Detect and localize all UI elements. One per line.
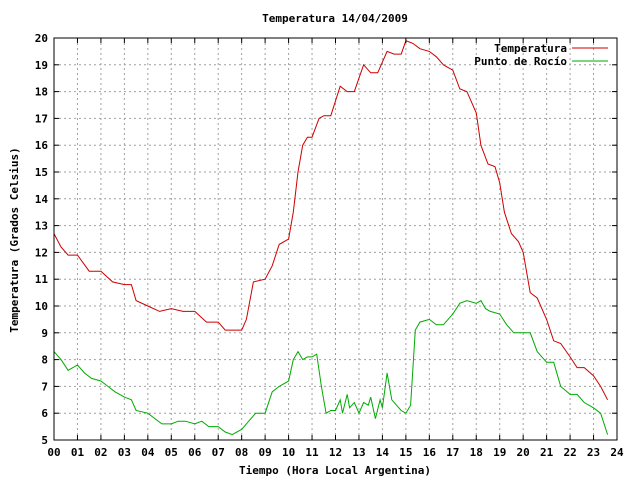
x-tick-label: 16 bbox=[423, 446, 437, 459]
chart-title: Temperatura 14/04/2009 bbox=[262, 12, 408, 25]
legend-label: Punto de Rocío bbox=[474, 55, 567, 68]
x-tick-label: 11 bbox=[305, 446, 319, 459]
series-lines bbox=[53, 40, 609, 436]
y-tick-label: 5 bbox=[41, 434, 48, 447]
y-tick-label: 6 bbox=[41, 407, 48, 420]
x-axis-label: Tiempo (Hora Local Argentina) bbox=[239, 464, 431, 477]
x-tick-label: 13 bbox=[352, 446, 365, 459]
x-tick-label: 02 bbox=[94, 446, 107, 459]
y-tick-label: 7 bbox=[41, 380, 48, 393]
y-tick-label: 13 bbox=[35, 220, 48, 233]
legend-label: Temperatura bbox=[494, 42, 567, 55]
x-tick-label: 04 bbox=[141, 446, 155, 459]
axes: 00 01 02 03 04 05 06 07 08 09 10 11 12 13 14 15 16 17 18 19… bbox=[35, 32, 624, 459]
y-tick-label: 19 bbox=[35, 59, 48, 72]
y-tick-label: 11 bbox=[35, 273, 49, 286]
plot-frame bbox=[53, 37, 618, 441]
x-tick-label: 20 bbox=[517, 446, 530, 459]
x-tick-label: 19 bbox=[493, 446, 506, 459]
x-tick-label: 06 bbox=[188, 446, 202, 459]
x-tick-label: 21 bbox=[540, 446, 554, 459]
x-tick-label: 15 bbox=[399, 446, 412, 459]
x-tick-label: 18 bbox=[470, 446, 483, 459]
y-tick-label: 20 bbox=[35, 32, 48, 45]
x-tick-label: 01 bbox=[71, 446, 85, 459]
x-tick-label: 03 bbox=[118, 446, 131, 459]
x-tick-label: 23 bbox=[587, 446, 600, 459]
x-tick-label: 00 bbox=[47, 446, 60, 459]
punto-de-rocio-series-line bbox=[53, 299, 609, 436]
y-tick-label: 9 bbox=[41, 327, 48, 340]
y-tick-label: 14 bbox=[35, 193, 49, 206]
y-tick-label: 17 bbox=[35, 112, 48, 125]
y-tick-label: 8 bbox=[41, 354, 48, 367]
temperatura-series-line bbox=[53, 40, 609, 401]
x-tick-label: 08 bbox=[235, 446, 248, 459]
grid-lines bbox=[54, 38, 617, 440]
x-tick-label: 22 bbox=[563, 446, 576, 459]
x-tick-label: 09 bbox=[259, 446, 272, 459]
x-tick-label: 10 bbox=[282, 446, 295, 459]
y-tick-label: 15 bbox=[35, 166, 48, 179]
x-tick-label: 05 bbox=[165, 446, 178, 459]
y-axis-label: Temperatura (Grados Celsius) bbox=[8, 147, 21, 332]
x-tick-label: 24 bbox=[610, 446, 624, 459]
x-tick-label: 12 bbox=[329, 446, 342, 459]
y-tick-label: 16 bbox=[35, 139, 49, 152]
x-tick-label: 17 bbox=[446, 446, 459, 459]
x-tick-label: 14 bbox=[376, 446, 390, 459]
y-tick-label: 12 bbox=[35, 246, 48, 259]
x-tick-label: 07 bbox=[212, 446, 225, 459]
y-tick-label: 18 bbox=[35, 86, 48, 99]
y-tick-label: 10 bbox=[35, 300, 48, 313]
